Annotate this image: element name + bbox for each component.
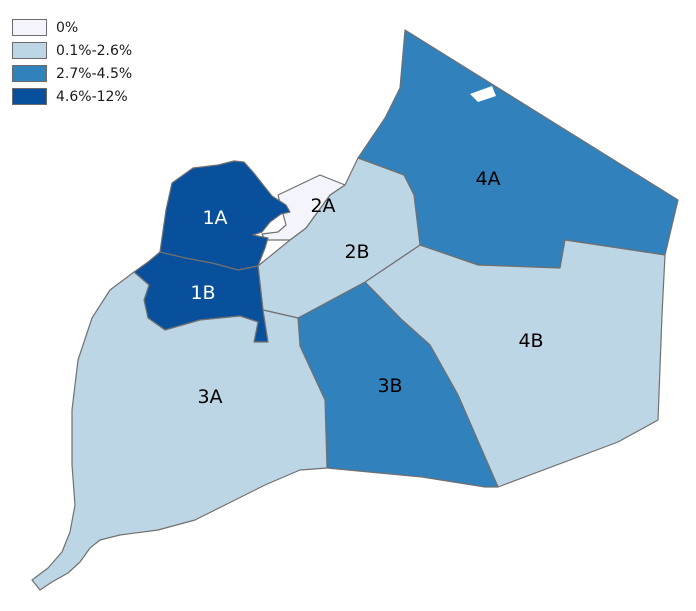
- region-label-3A: 3A: [197, 386, 222, 408]
- region-label-2A: 2A: [310, 195, 335, 217]
- legend-item-2: 2.7%-4.5%: [12, 62, 132, 85]
- legend-item-1: 0.1%-2.6%: [12, 39, 132, 62]
- region-label-1B: 1B: [190, 282, 215, 304]
- region-label-4B: 4B: [518, 330, 543, 352]
- legend-item-0: 0%: [12, 16, 132, 39]
- legend-label-0: 0%: [56, 19, 79, 36]
- legend-label-1: 0.1%-2.6%: [56, 42, 133, 59]
- map-legend: 0% 0.1%-2.6% 2.7%-4.5% 4.6%-12%: [12, 16, 132, 108]
- legend-item-3: 4.6%-12%: [12, 85, 132, 108]
- region-label-3B: 3B: [377, 375, 402, 397]
- legend-label-2: 2.7%-4.5%: [56, 65, 133, 82]
- region-label-2B: 2B: [344, 241, 369, 263]
- legend-swatch-2: [12, 65, 47, 82]
- legend-swatch-3: [12, 88, 47, 105]
- legend-swatch-0: [12, 19, 47, 36]
- legend-label-3: 4.6%-12%: [56, 88, 128, 105]
- legend-swatch-1: [12, 42, 47, 59]
- region-label-4A: 4A: [475, 168, 500, 190]
- region-4A-notch: [470, 86, 496, 102]
- region-3A[interactable]: [31, 271, 328, 591]
- region-2A[interactable]: [261, 174, 346, 241]
- region-label-1A: 1A: [202, 207, 227, 229]
